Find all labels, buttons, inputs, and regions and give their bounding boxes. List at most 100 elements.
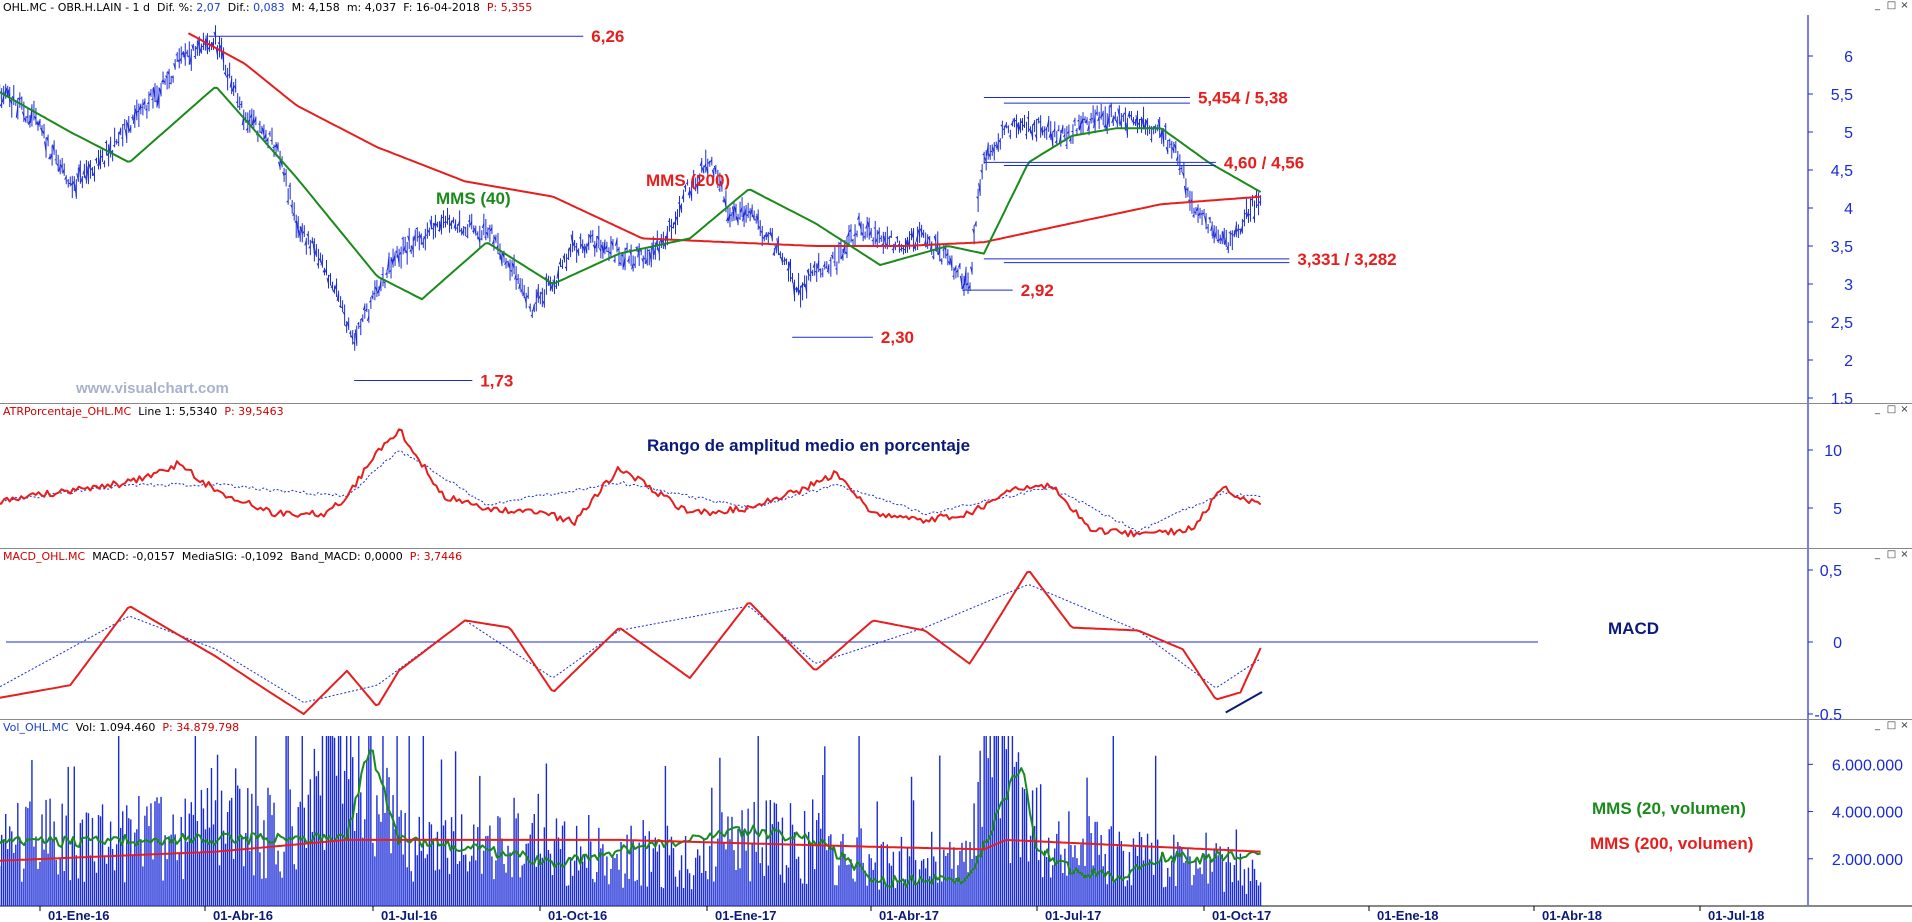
price-bar-open <box>691 175 695 180</box>
price-bar-open <box>707 161 711 164</box>
price-bar-open <box>604 245 608 250</box>
price-bar-open <box>419 234 422 240</box>
price-bar-open <box>340 306 343 309</box>
price-bar-open <box>1018 122 1021 131</box>
price-bar-open <box>124 129 128 139</box>
price-bar-open <box>1022 124 1025 127</box>
price-bar-open <box>1248 213 1251 216</box>
price-bar-open <box>247 119 251 123</box>
price-tick-label: 3,5 <box>1831 239 1853 256</box>
price-bar-open <box>5 87 9 97</box>
price-bar-open <box>859 222 862 230</box>
price-bar-open <box>447 217 450 220</box>
price-bar-open <box>980 169 983 174</box>
price-bar-open <box>915 234 919 242</box>
price-bar-open <box>1212 228 1215 239</box>
price-bar-open <box>1042 129 1046 132</box>
price-bar-open <box>1163 125 1167 128</box>
price-bar-open <box>770 232 773 240</box>
price-bar-open <box>798 289 802 296</box>
price-bar-open <box>905 239 908 250</box>
macd-tick-label: -0,5 <box>1814 707 1842 720</box>
price-bar-open <box>231 85 235 92</box>
price-bar-open <box>1133 121 1136 125</box>
price-bar-open <box>296 220 299 234</box>
atr-minimize-icon[interactable]: _ <box>1875 404 1880 415</box>
price-bar-open <box>173 63 176 69</box>
price-symbol: OHL.MC - OBR.H.LAIN - 1 d <box>3 1 151 14</box>
price-bar-open <box>1054 140 1058 144</box>
price-bar-open <box>641 258 644 263</box>
price-bar-open <box>1067 131 1070 134</box>
vol-close-icon[interactable]: × <box>1900 720 1909 731</box>
price-bar-open <box>389 270 392 272</box>
price-bar-open <box>145 108 148 111</box>
restore-icon[interactable]: □ <box>1886 0 1897 11</box>
price-bar-open <box>867 221 870 229</box>
price-bar-open <box>1175 156 1179 161</box>
price-bar-open <box>437 229 440 232</box>
price-bar-open <box>491 239 495 245</box>
macd-name: MACD_OHL.MC <box>3 550 86 563</box>
price-bar-open <box>574 246 577 248</box>
price-bar-open <box>990 150 993 153</box>
price-bar-open <box>1240 225 1243 233</box>
price-bar-open <box>403 245 406 251</box>
price-bar-open <box>683 185 687 189</box>
price-bar-open <box>195 46 198 50</box>
price-bar-open <box>1036 118 1039 121</box>
macd-restore-icon[interactable]: □ <box>1886 549 1897 560</box>
close-icon[interactable]: × <box>1900 0 1909 11</box>
vol-minimize-icon[interactable]: _ <box>1875 720 1880 731</box>
price-panel[interactable]: 1.5 2 2,5 3 3,5 4 4,5 5 5,5 6 6,26 1,73 2,30 2,92 5,45… <box>0 0 1912 404</box>
vol-tick-label: 6.000.000 <box>1832 757 1903 774</box>
price-bar-open <box>92 171 95 177</box>
price-bar-open <box>806 269 810 275</box>
volume-panel-header: Vol_OHL.MC Vol: 1.094.460 P: 34.879.798 <box>0 720 1912 735</box>
price-bar-open <box>423 235 426 240</box>
volume-panel[interactable]: 2.000.000 4.000.000 6.000.000 MMS (20, volu… <box>0 720 1912 906</box>
price-bar-open <box>1004 123 1007 128</box>
mms40-line <box>0 86 1262 301</box>
macd-chart[interactable]: -0,5 0 0,5 MACD <box>0 549 1912 720</box>
atr-title: Rango de amplitud medio en porcentaje <box>647 436 970 455</box>
price-chart[interactable]: 1.5 2 2,5 3 3,5 4 4,5 5 5,5 6 6,26 1,73 2,30 2,92 5,45… <box>0 0 1912 404</box>
price-bar-open <box>1089 118 1092 122</box>
xaxis-label: 01-Ene-17 <box>715 908 776 922</box>
price-bar-open <box>290 204 293 208</box>
price-bar-open <box>385 272 388 275</box>
macd-tick-label: 0 <box>1833 635 1842 652</box>
price-bar-open <box>748 210 751 214</box>
macd-minimize-icon[interactable]: _ <box>1875 549 1880 560</box>
price-bar-open <box>9 99 13 104</box>
price-bar-open <box>82 169 85 175</box>
price-bar-open <box>562 255 566 261</box>
price-bar-open <box>699 160 703 167</box>
atr-chart[interactable]: 5 10 Rango de amplitud medio en porcentaje <box>0 404 1912 549</box>
atr-close-icon[interactable]: × <box>1900 404 1909 415</box>
price-bar-open <box>435 223 438 227</box>
macd-close-icon[interactable]: × <box>1900 549 1909 560</box>
price-bar-open <box>615 239 618 246</box>
price-bar-open <box>165 75 168 79</box>
atr-p-label: P: <box>224 405 235 418</box>
price-bar-open <box>719 180 723 188</box>
price-bar-open <box>235 101 238 103</box>
minimize-icon[interactable]: _ <box>1875 0 1880 11</box>
macd-band-value: 0,0000 <box>364 550 403 563</box>
price-bar-open <box>44 141 47 152</box>
atr-panel[interactable]: 5 10 Rango de amplitud medio en porcentaje… <box>0 404 1912 549</box>
xaxis-label: 01-Jul-16 <box>381 908 437 922</box>
price-bar-open <box>1081 117 1084 125</box>
price-bar-open <box>484 236 487 239</box>
atr-restore-icon[interactable]: □ <box>1886 404 1897 415</box>
price-bar-open <box>1236 228 1239 232</box>
vol-mms20-label: MMS (20, volumen) <box>1592 799 1746 818</box>
price-bar-open <box>956 269 959 273</box>
volume-chart[interactable]: 2.000.000 4.000.000 6.000.000 MMS (20, volu… <box>0 720 1912 906</box>
price-bar-open <box>1258 201 1261 204</box>
price-bar-open <box>312 240 315 254</box>
price-bar-open <box>189 54 192 65</box>
macd-panel[interactable]: -0,5 0 0,5 MACD MACD_OHL.MC MACD: -0,0157 M… <box>0 549 1912 720</box>
vol-restore-icon[interactable]: □ <box>1886 720 1897 731</box>
